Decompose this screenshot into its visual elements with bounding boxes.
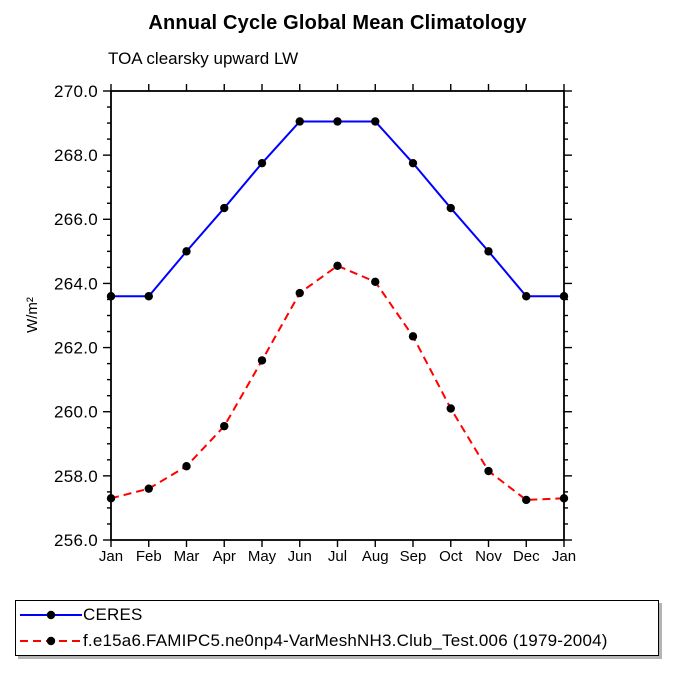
legend-label-model: f.e15a6.FAMIPC5.ne0np4-VarMeshNH3.Club_T…: [83, 631, 608, 650]
y-tick-label: 268.0: [54, 146, 98, 165]
y-tick-label: 258.0: [54, 467, 98, 486]
x-tick-label: Jun: [288, 548, 312, 565]
data-point-marker: [446, 203, 455, 213]
legend-marker-circle-icon: [46, 636, 56, 646]
series-line-model: [110, 264, 565, 501]
x-tick-label: Nov: [475, 548, 502, 565]
data-point-marker: [106, 292, 116, 301]
y-tick-label: 264.0: [54, 274, 98, 293]
data-point-marker: [220, 203, 229, 213]
data-point-marker: [106, 494, 116, 503]
x-tick-label: Jan: [99, 548, 123, 565]
y-tick-label: 266.0: [54, 210, 98, 229]
x-tick-label: Aug: [362, 548, 389, 565]
x-tick-label: May: [248, 548, 277, 565]
data-point-marker: [446, 404, 455, 413]
data-point-marker: [182, 247, 191, 256]
x-tick-label: Apr: [213, 548, 236, 565]
y-tick-label: 256.0: [54, 531, 98, 550]
x-tick-label: Jan: [552, 548, 576, 565]
legend-marker-circle-icon: [46, 610, 56, 620]
data-point-marker: [144, 292, 153, 301]
y-tick-label: 260.0: [54, 403, 98, 422]
x-tick-label: Oct: [439, 548, 463, 565]
data-point-marker: [522, 292, 531, 301]
data-point-marker: [220, 421, 229, 431]
data-point-marker: [408, 332, 418, 341]
data-point-marker: [144, 484, 153, 493]
y-tick-label: 262.0: [54, 339, 98, 358]
data-point-marker: [333, 261, 342, 270]
data-point-marker: [257, 158, 267, 168]
legend-entry-model: f.e15a6.FAMIPC5.ne0np4-VarMeshNH3.Club_T…: [19, 629, 658, 653]
data-point-marker: [559, 292, 569, 301]
data-point-marker: [295, 117, 304, 126]
legend-swatch-model: [20, 636, 82, 646]
legend-label-ceres: CERES: [83, 605, 143, 624]
legend-entry-ceres: CERES: [19, 603, 658, 627]
data-point-marker: [371, 117, 380, 126]
data-point-marker: [333, 117, 342, 126]
data-point-marker: [484, 247, 493, 256]
chart-title: Annual Cycle Global Mean Climatology: [148, 12, 527, 34]
data-point-marker: [522, 495, 531, 505]
data-point-marker: [559, 494, 569, 503]
x-tick-label: Mar: [174, 548, 200, 565]
data-point-marker: [484, 466, 493, 476]
series-line-ceres: [111, 120, 564, 298]
x-tick-label: Feb: [136, 548, 162, 565]
x-tick-label: Dec: [513, 548, 540, 565]
legend-box: CERES f.e15a6.FAMIPC5.ne0np4-VarMeshNH3.…: [15, 600, 659, 656]
data-point-marker: [182, 462, 191, 471]
x-tick-label: Jul: [328, 548, 347, 565]
x-tick-label: Sep: [400, 548, 427, 565]
legend-swatch-ceres: [20, 610, 82, 620]
chart-subtitle: TOA clearsky upward LW: [108, 49, 299, 68]
data-point-marker: [257, 356, 267, 365]
data-point-marker: [371, 277, 380, 287]
data-point-marker: [408, 158, 418, 168]
plot-border: [110, 90, 565, 541]
data-point-marker: [295, 288, 304, 298]
y-tick-label: 270.0: [54, 82, 98, 101]
